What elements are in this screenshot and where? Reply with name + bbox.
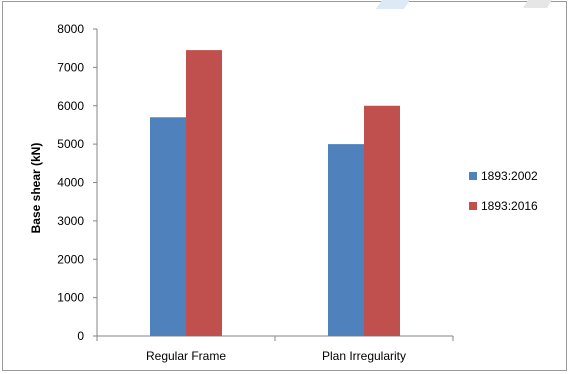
x-axis: Regular Frame Plan Irregularity [96,335,454,363]
y-axis: 0 1000 2000 3000 4000 5000 6000 7000 8000 [57,22,98,343]
bar-1893-2002-0 [150,117,186,336]
legend-label: 1893:2016 [481,199,538,213]
legend-swatch [469,202,477,210]
bar-1893-2016-1 [364,105,400,336]
legend-swatch [469,172,477,180]
bar-1893-2002-1 [328,144,364,336]
y-tick-label: 5000 [57,137,84,151]
x-category-label: Regular Frame [146,349,226,363]
decoration-shape [523,0,552,8]
y-tick-label: 0 [77,329,84,343]
top-decoration [376,0,552,9]
y-tick-label: 6000 [57,99,84,113]
decoration-shape [376,0,410,9]
chart-frame [2,1,567,371]
y-tick-label: 1000 [57,291,84,305]
legend-label: 1893:2002 [481,169,538,183]
legend: 1893:2002 1893:2016 [469,169,538,213]
y-tick-label: 7000 [57,60,84,74]
y-tick-label: 8000 [57,22,84,36]
bars [150,50,400,336]
y-tick-label: 2000 [57,252,84,266]
bar-1893-2016-0 [186,50,222,336]
y-axis-label: Base shear (kN) [29,143,43,234]
y-tick-label: 3000 [57,214,84,228]
y-tick-label: 4000 [57,176,84,190]
x-category-label: Plan Irregularity [322,349,406,363]
